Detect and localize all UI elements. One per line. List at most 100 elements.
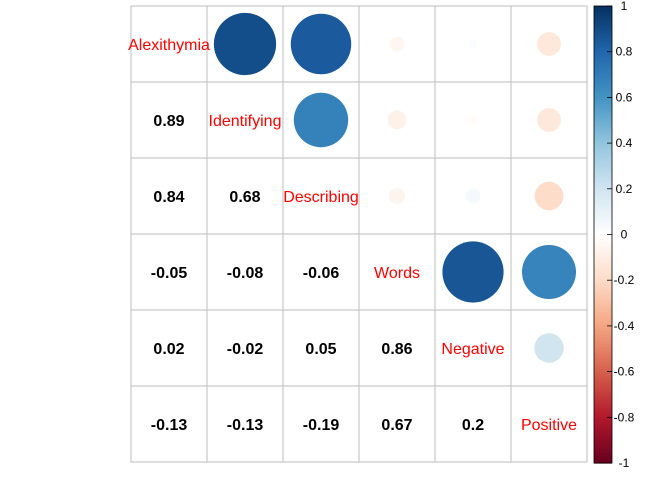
colorbar-segment (594, 428, 612, 432)
colorbar-segment (594, 239, 612, 242)
variable-label: Identifying (209, 113, 282, 130)
colorbar-segment (594, 31, 612, 35)
colorbar-segment (594, 284, 612, 288)
colorbar-segment (594, 172, 612, 176)
colorbar-segment (594, 51, 612, 55)
colorbar-segment (594, 234, 612, 238)
colorbar-segment (594, 111, 612, 114)
colorbar-tick-label: 0.2 (616, 182, 633, 196)
correlation-circle (388, 187, 406, 205)
colorbar-segment (594, 193, 612, 197)
colorbar-segment (594, 440, 612, 444)
colorbar-segment (594, 117, 612, 121)
colorbar-segment (594, 435, 612, 439)
colorbar-segment (594, 335, 612, 338)
correlation-value: -0.13 (227, 417, 264, 434)
colorbar-segment (594, 218, 612, 222)
colorbar-segment (594, 392, 612, 396)
correlation-value: -0.13 (151, 417, 188, 434)
colorbar-segment (594, 124, 612, 128)
colorbar-segment (594, 186, 612, 190)
colorbar-segment (594, 444, 612, 448)
correlation-value: -0.06 (303, 265, 340, 282)
correlation-value: 0.2 (462, 417, 484, 434)
colorbar-segment (594, 17, 612, 21)
colorbar-segment (594, 184, 612, 188)
colorbar-segment (594, 378, 612, 382)
colorbar-segment (594, 360, 612, 364)
colorbar-segment (594, 145, 612, 149)
colorbar-segment (594, 85, 612, 89)
variable-labels: Alexithymia Identifying Describing Words Neg… (128, 37, 577, 434)
colorbar-segment (594, 202, 612, 206)
colorbar-segment (594, 437, 612, 441)
correlation-value: 0.89 (153, 113, 184, 130)
colorbar-segment (594, 280, 612, 284)
colorbar-segment (594, 177, 612, 181)
color-legend: 1 0.8 0.6 0.4 0.2 0 -0.2 -0.4 -0.6 -0.8 -1 (593, 0, 635, 470)
colorbar-segment (594, 161, 612, 165)
colorbar-segment (594, 353, 612, 357)
colorbar-segment (594, 380, 612, 384)
correlation-value: 0.05 (305, 341, 336, 358)
correlation-circle (521, 244, 577, 300)
colorbar-segment (594, 296, 612, 300)
colorbar-segment (594, 408, 612, 412)
colorbar-segment (594, 76, 612, 80)
colorbar-segment (594, 332, 612, 336)
colorbar-segment (594, 355, 612, 359)
colorbar-segment (594, 417, 612, 421)
colorbar-segment (594, 268, 612, 272)
colorbar-segment (594, 49, 612, 53)
colorbar-segment (594, 344, 612, 348)
colorbar-segment (594, 133, 612, 137)
correlation-circle (293, 92, 349, 148)
colorbar-segment (594, 33, 612, 37)
colorbar-segment (594, 143, 612, 146)
colorbar-tick-label: 1 (621, 0, 628, 13)
correlation-circle (468, 115, 478, 125)
colorbar-segment (594, 319, 612, 322)
colorbar-segment (594, 209, 612, 213)
colorbar-tick-label: 0.6 (616, 90, 633, 104)
colorbar-segment (594, 415, 612, 418)
colorbar-segment (594, 252, 612, 256)
colorbar-segment (594, 6, 612, 9)
colorbar-segment (594, 136, 612, 140)
colorbar-segment (594, 163, 612, 167)
colorbar-segment (594, 67, 612, 71)
colorbar-segment (594, 405, 612, 409)
colorbar-segment (594, 371, 612, 375)
correlation-circle (290, 13, 352, 75)
colorbar-segment (594, 227, 612, 231)
colorbar-segment (594, 204, 612, 208)
colorbar-segment (594, 69, 612, 73)
colorbar-tick-label: 0.8 (616, 45, 633, 59)
grid (130, 5, 588, 463)
colorbar-segment (594, 357, 612, 361)
correlation-value: 0.02 (153, 341, 184, 358)
colorbar-segment (594, 72, 612, 76)
colorbar-segment (594, 131, 612, 135)
colorbar-segment (594, 433, 612, 437)
colorbar-segment (594, 216, 612, 220)
variable-label: Positive (521, 417, 577, 434)
colorbar-segment (594, 364, 612, 368)
colorbar-segment (594, 138, 612, 142)
correlation-circles (213, 12, 577, 363)
colorbar-segment (594, 113, 612, 117)
colorbar-segment (594, 346, 612, 350)
colorbar-segment (594, 303, 612, 306)
colorbar-segment (594, 37, 612, 41)
colorbar-segment (594, 255, 612, 258)
colorbar-segment (594, 419, 612, 423)
colorbar-segment (594, 115, 612, 119)
correlation-value: -0.02 (227, 341, 264, 358)
colorbar-segment (594, 312, 612, 316)
colorbar-segment (594, 53, 612, 57)
colorbar-segment (594, 44, 612, 48)
colorbar-segment (594, 261, 612, 265)
colorbar-segment (594, 47, 612, 51)
colorbar-segment (594, 325, 612, 329)
colorbar-segment (594, 369, 612, 373)
